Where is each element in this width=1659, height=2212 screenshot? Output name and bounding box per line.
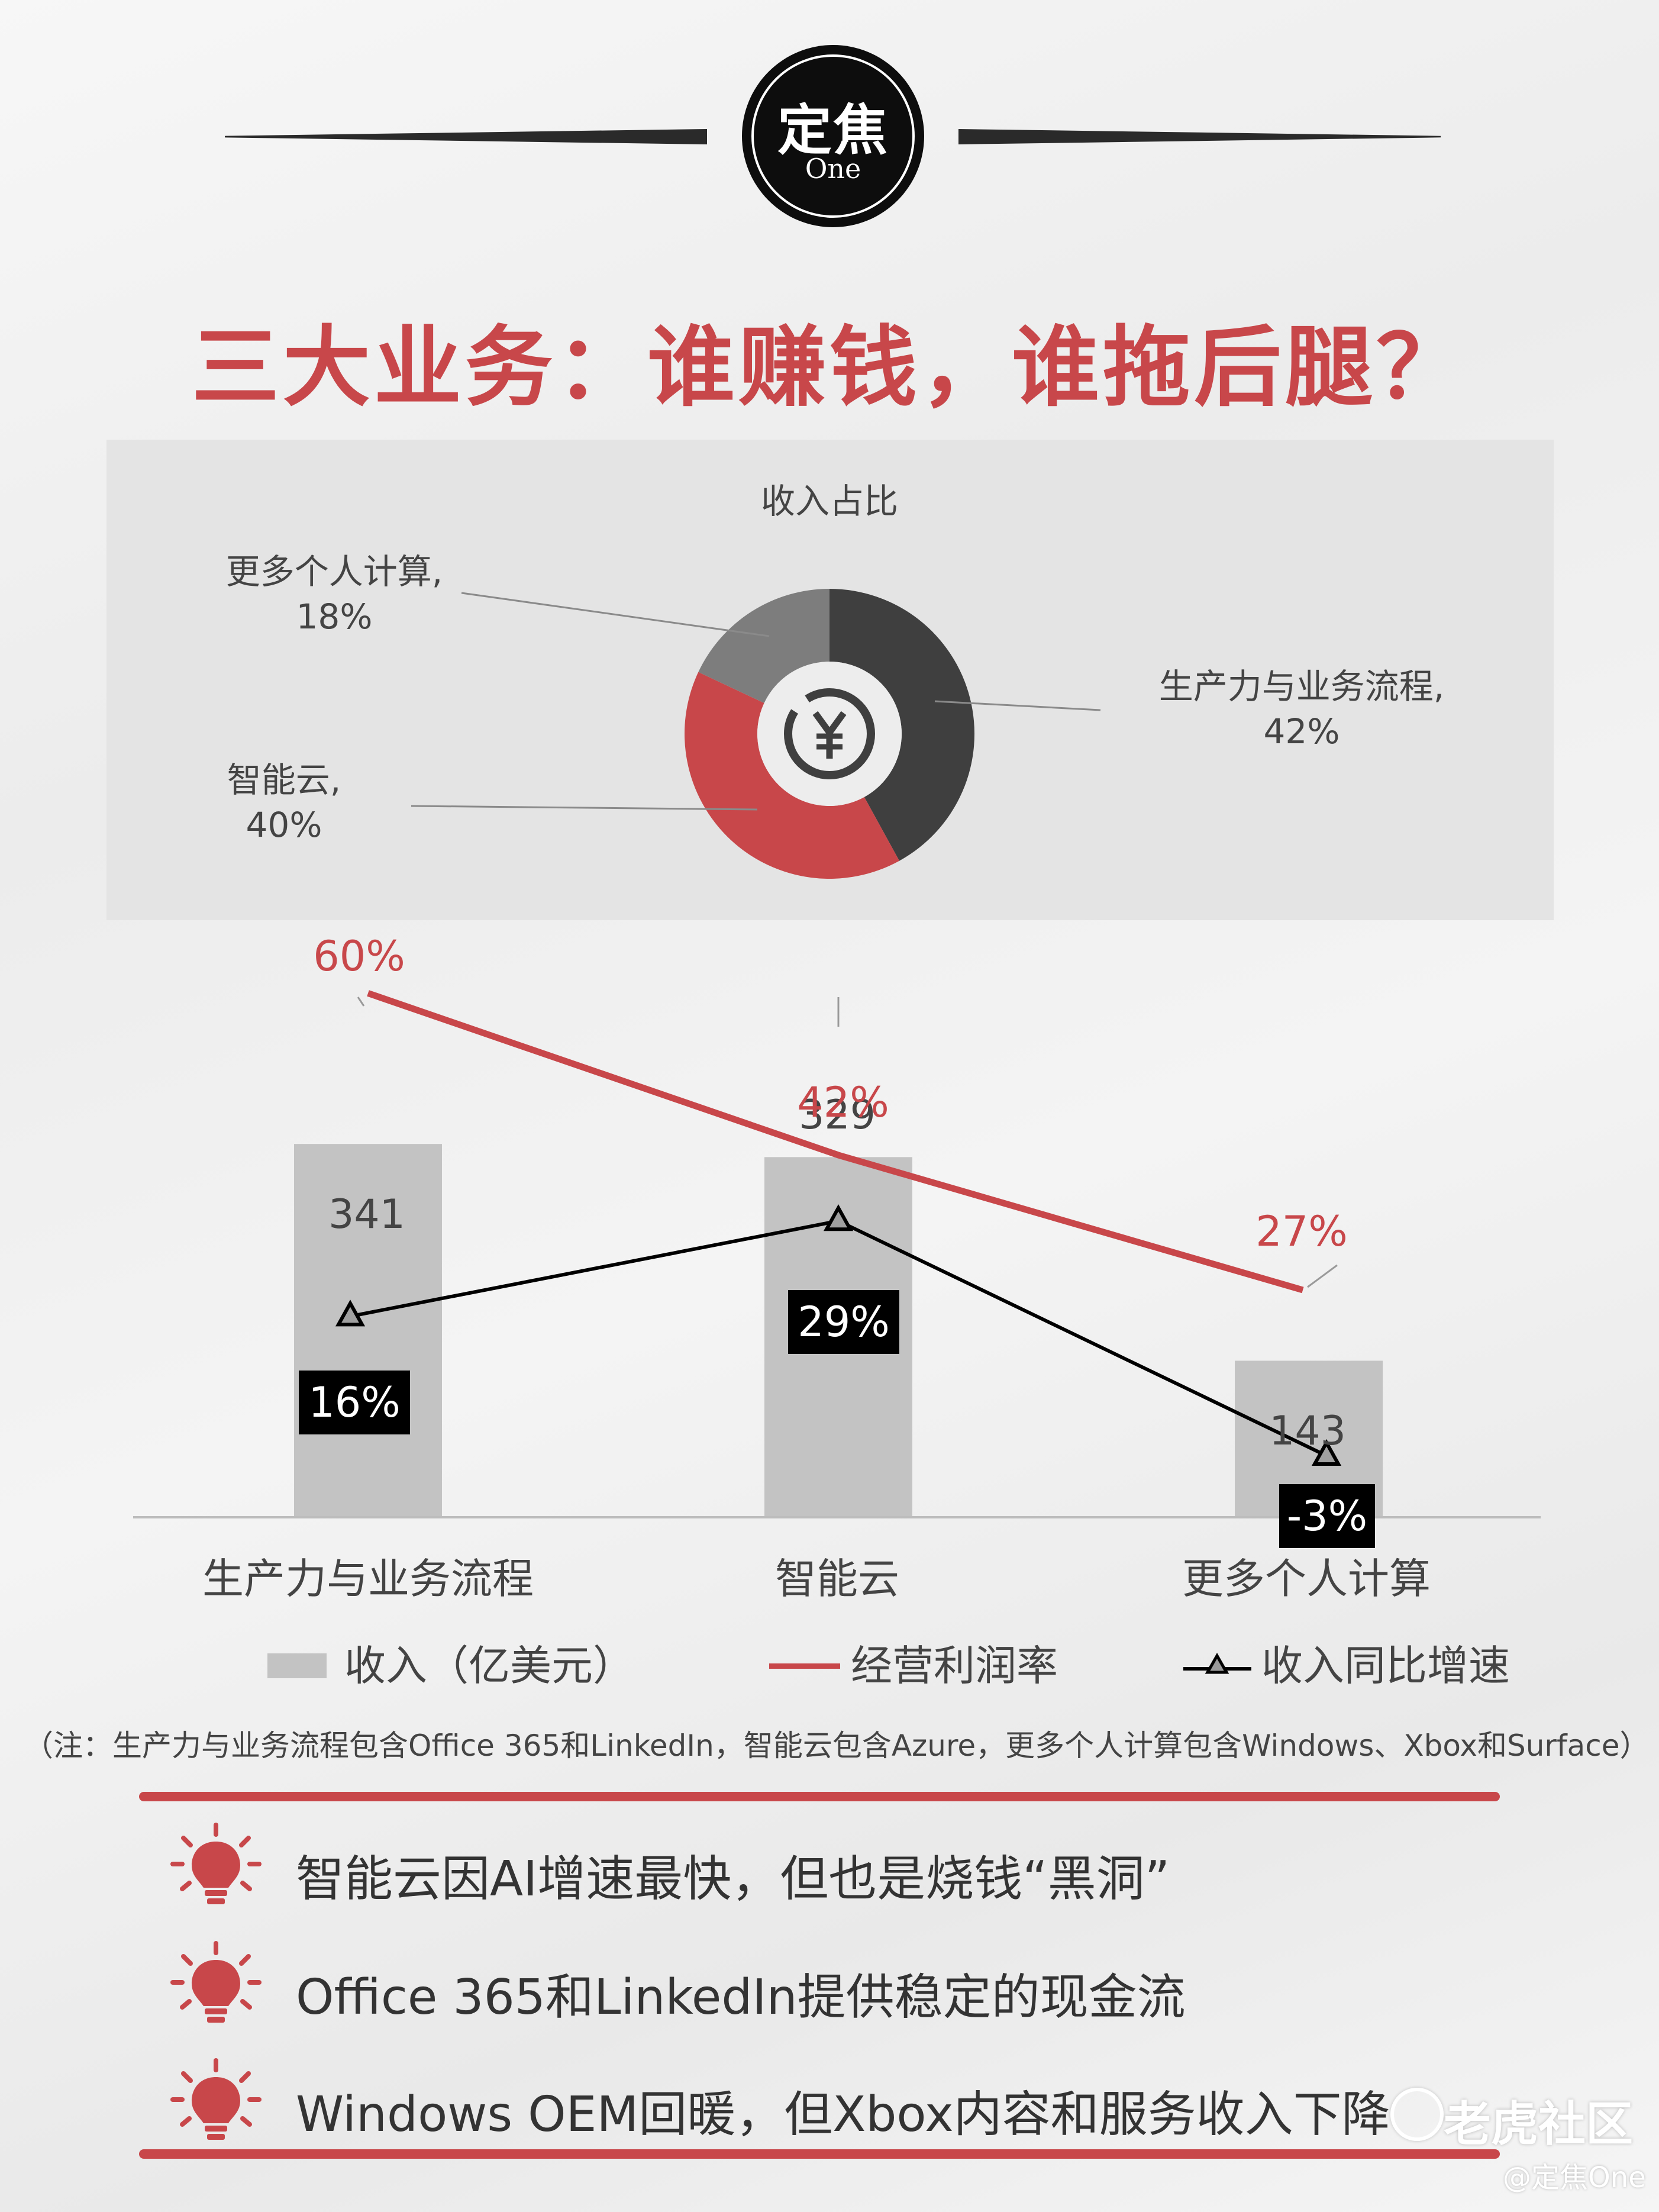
legend-item-growth: 收入同比增速 <box>1183 1639 1538 1692</box>
bar-value-label: 329 <box>799 1092 876 1139</box>
yen-coin-icon <box>784 688 875 779</box>
pie-label-productivity: 生产力与业务流程, 42% <box>1112 664 1491 754</box>
bullet-item: Windows OEM回暖，但Xbox内容和服务收入下降 <box>166 2057 1408 2146</box>
pie-label-cloud: 智能云, 40% <box>189 757 379 847</box>
growth-marker <box>823 1204 854 1231</box>
lightbulb-icon <box>170 1823 262 1904</box>
margin-value-label: 27% <box>1255 1207 1348 1256</box>
watermark-text: 老虎社区 <box>1444 2097 1633 2152</box>
chart-footnote: （注：生产力与业务流程包含Office 365和LinkedIn，智能云包含Az… <box>24 1729 1650 1763</box>
x-tick-label: 生产力与业务流程 <box>202 1555 534 1603</box>
bullet-text: Windows OEM回暖，但Xbox内容和服务收入下降 <box>296 2087 1390 2143</box>
bullet-item: 智能云因AI增速最快，但也是烧钱“黑洞” <box>166 1821 1408 1910</box>
growth-value-label: 29% <box>788 1290 899 1354</box>
label-leader-line <box>357 997 365 1007</box>
bullet-item: Office 365和LinkedIn提供稳定的现金流 <box>166 1940 1408 2029</box>
legend-label: 收入同比增速 <box>1261 1642 1510 1690</box>
lightbulb-icon <box>170 1941 262 2023</box>
bullet-text: Office 365和LinkedIn提供稳定的现金流 <box>296 1969 1186 2026</box>
margin-value-label: 42% <box>797 1078 889 1127</box>
brush-divider-top <box>139 1792 1500 1801</box>
growth-value-label: -3% <box>1279 1484 1375 1548</box>
pie-label-name: 更多个人计算 <box>225 552 432 592</box>
legend-swatch-line <box>769 1663 840 1669</box>
pie-label-pct: 18% <box>296 596 373 637</box>
growth-marker <box>1311 1439 1342 1466</box>
pie-chart <box>411 589 1101 879</box>
pie-slice <box>698 589 830 704</box>
legend-swatch-bar <box>267 1653 327 1678</box>
pie-label-pct: 40% <box>246 805 322 845</box>
x-tick-label: 智能云 <box>775 1555 899 1603</box>
legend-item-margin: 经营利润率 <box>769 1639 1124 1692</box>
pie-leader-line <box>934 700 1101 711</box>
pie-label-name: 生产力与业务流程 <box>1158 666 1434 707</box>
x-tick-label: 更多个人计算 <box>1182 1555 1431 1603</box>
bar-value-label: 143 <box>1269 1408 1346 1455</box>
pie-slice <box>830 589 974 861</box>
pie-leader-line <box>461 592 770 637</box>
pie-label-pct: 42% <box>1263 711 1340 752</box>
lightbulb-icon <box>170 2058 262 2140</box>
pie-leader-line <box>411 805 758 811</box>
watermark-subtext: @定焦One <box>1503 2161 1646 2194</box>
pie-label-personal: 更多个人计算, 18% <box>195 549 473 639</box>
watermark-logo-icon <box>1390 2088 1444 2141</box>
margin-value-label: 60% <box>313 932 405 981</box>
legend-label: 收入（亿美元） <box>344 1642 634 1690</box>
headline: 三大业务：谁赚钱，谁拖后腿？ <box>192 317 1467 418</box>
growth-value-label: 16% <box>299 1371 410 1434</box>
bullet-text: 智能云因AI增速最快，但也是烧钱“黑洞” <box>296 1851 1170 1907</box>
legend-item-revenue: 收入（亿美元） <box>267 1639 682 1692</box>
brush-divider-bottom <box>139 2149 1500 2159</box>
pie-slice <box>685 672 900 879</box>
bar-value-label: 341 <box>328 1191 405 1239</box>
pie-chart-title: 收入占比 <box>760 481 898 521</box>
legend-swatch-triangle <box>1183 1652 1251 1674</box>
revenue-bar <box>294 1144 442 1517</box>
pie-label-name: 智能云 <box>227 760 330 800</box>
logo: 定焦 One <box>742 45 924 227</box>
operating-margin-line <box>367 990 1304 1294</box>
label-leader-line <box>1307 1264 1338 1288</box>
legend-label: 经营利润率 <box>851 1642 1058 1690</box>
growth-marker <box>335 1300 366 1327</box>
